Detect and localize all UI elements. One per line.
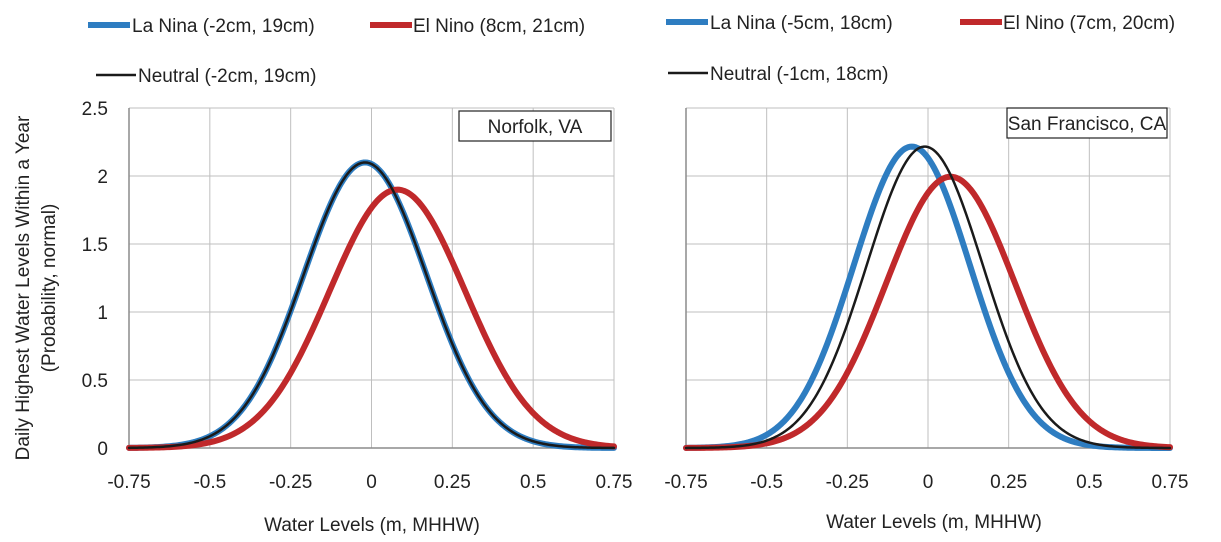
axes-norfolk xyxy=(128,108,614,449)
x-axis-title-san-francisco: Water Levels (m, MHHW) xyxy=(826,512,1042,533)
x-tick-label-0: -0.75 xyxy=(107,472,150,493)
x-tick-label-2: -0.25 xyxy=(269,472,312,493)
legend-item-neutral: Neutral (-1cm, 18cm) xyxy=(668,64,888,85)
x-tick-label-5: 0.5 xyxy=(1076,472,1102,493)
legend-san-francisco: La Nina (-5cm, 18cm) El Nino (7cm, 20cm)… xyxy=(666,13,1175,85)
legend-label-la-nina: La Nina (-5cm, 18cm) xyxy=(710,13,893,34)
series-line-neutral-norfolk xyxy=(127,161,616,450)
x-tick-label-4: 0.25 xyxy=(990,472,1027,493)
x-tick-labels-norfolk: -0.75 -0.5 -0.25 0 0.25 0.5 0.75 xyxy=(107,472,632,493)
legend-label-el-nino: El Nino (7cm, 20cm) xyxy=(1003,13,1175,34)
legend-label-neutral: Neutral (-1cm, 18cm) xyxy=(710,64,888,85)
y-tick-label-3: 1.5 xyxy=(82,235,108,256)
chart-title-norfolk: Norfolk, VA xyxy=(458,110,612,142)
x-tick-label-6: 0.75 xyxy=(1152,472,1189,493)
series-san-francisco xyxy=(683,143,1173,451)
legend-item-el-nino: El Nino (8cm, 21cm) xyxy=(370,16,585,37)
chart-title-san-francisco-text: San Francisco, CA xyxy=(1008,114,1167,135)
series-norfolk xyxy=(126,159,617,451)
series-line-el-nino-norfolk xyxy=(126,186,617,451)
series-line-el-nino-san-francisco xyxy=(683,173,1173,451)
x-tick-labels-san-francisco: -0.75 -0.5 -0.25 0 0.25 0.5 0.75 xyxy=(664,472,1188,493)
y-tick-label-5: 2.5 xyxy=(82,99,108,120)
y-tick-labels-norfolk: 0 0.5 1 1.5 2 2.5 xyxy=(82,99,108,460)
chart-panel-san-francisco: La Nina (-5cm, 18cm) El Nino (7cm, 20cm)… xyxy=(664,13,1188,533)
legend-item-la-nina: La Nina (-2cm, 19cm) xyxy=(88,16,315,37)
x-tick-label-2: -0.25 xyxy=(826,472,869,493)
x-tick-label-3: 0 xyxy=(366,472,377,493)
title-box-san-francisco xyxy=(1006,107,1168,139)
x-tick-label-5: 0.5 xyxy=(520,472,546,493)
legend-item-el-nino: El Nino (7cm, 20cm) xyxy=(960,13,1175,34)
series-line-la-nina-san-francisco xyxy=(683,143,1173,451)
y-axis-title-line2: (Probability, normal) xyxy=(39,204,60,373)
legend-label-la-nina: La Nina (-2cm, 19cm) xyxy=(132,16,315,37)
y-tick-label-4: 2 xyxy=(97,167,108,188)
legend-label-neutral: Neutral (-2cm, 19cm) xyxy=(138,66,316,87)
x-tick-label-3: 0 xyxy=(923,472,934,493)
x-tick-label-6: 0.75 xyxy=(596,472,633,493)
y-tick-label-2: 1 xyxy=(97,303,108,324)
chart-title-san-francisco: San Francisco, CA xyxy=(1006,107,1168,139)
series-line-neutral-san-francisco xyxy=(684,145,1172,450)
x-tick-label-1: -0.5 xyxy=(193,472,226,493)
y-axis-title-line1: Daily Highest Water Levels Within a Year xyxy=(13,115,34,460)
y-tick-label-0: 0 xyxy=(97,439,108,460)
gridlines-norfolk xyxy=(128,107,615,449)
x-axis-title-norfolk: Water Levels (m, MHHW) xyxy=(264,515,480,536)
x-tick-label-0: -0.75 xyxy=(664,472,707,493)
x-tick-label-1: -0.5 xyxy=(750,472,783,493)
chart-panel-norfolk: La Nina (-2cm, 19cm) El Nino (8cm, 21cm)… xyxy=(82,16,633,536)
legend-item-neutral: Neutral (-2cm, 19cm) xyxy=(96,66,316,87)
x-tick-label-4: 0.25 xyxy=(434,472,471,493)
legend-label-el-nino: El Nino (8cm, 21cm) xyxy=(413,16,585,37)
chart-title-norfolk-text: Norfolk, VA xyxy=(488,117,583,138)
y-axis-title: Daily Highest Water Levels Within a Year… xyxy=(13,115,60,460)
legend-item-la-nina: La Nina (-5cm, 18cm) xyxy=(666,13,893,34)
legend-norfolk: La Nina (-2cm, 19cm) El Nino (8cm, 21cm)… xyxy=(88,16,585,87)
y-tick-label-1: 0.5 xyxy=(82,371,108,392)
title-box-norfolk xyxy=(458,110,612,142)
